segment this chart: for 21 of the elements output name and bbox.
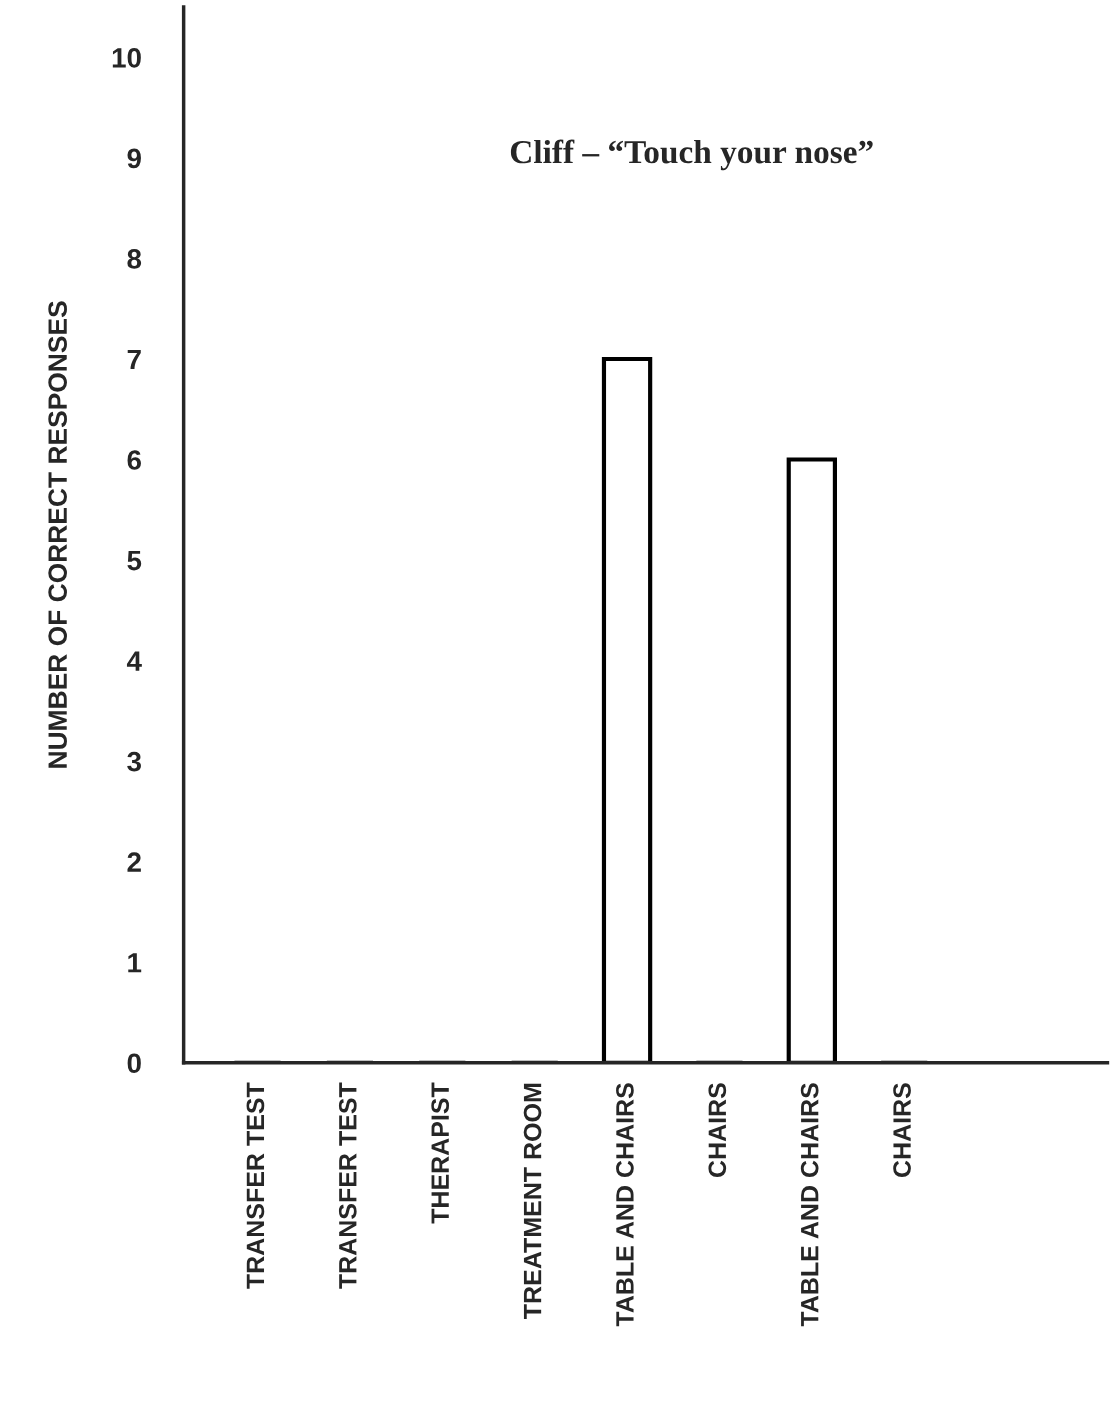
x-tick-label: TABLE AND CHAIRS (616, 1083, 634, 1327)
x-tick-label: CHAIRS (893, 1083, 911, 1178)
x-tick-label: TRANSFER TEST (338, 1082, 357, 1289)
y-tick-label: 3 (127, 751, 141, 772)
y-tick-label: 8 (127, 249, 142, 269)
y-tick-label: 0 (127, 1053, 141, 1074)
y-tick-label: 4 (126, 651, 142, 671)
y-tick-label: 5 (127, 551, 142, 571)
y-tick-label: 1 (128, 953, 142, 973)
x-tick-label: TRANSFER TEST (246, 1082, 265, 1289)
x-tick-label: CHAIRS (708, 1083, 727, 1178)
y-tick-label: 10 (112, 48, 141, 68)
x-tick-label: THERAPIST (431, 1082, 450, 1224)
y-tick-label: 7 (127, 349, 141, 370)
x-tick-label: TREATMENT ROOM (523, 1083, 542, 1319)
y-axis-title: NUMBER OF CORRECT RESPONSES (48, 301, 67, 768)
y-tick-label: 2 (127, 852, 141, 872)
y-tick-label: 6 (127, 450, 141, 470)
text: Cliff – “Touch your nose” (510, 139, 873, 171)
x-tick-label: TABLE AND CHAIRS (800, 1083, 819, 1327)
y-tick-label: 9 (127, 148, 141, 169)
